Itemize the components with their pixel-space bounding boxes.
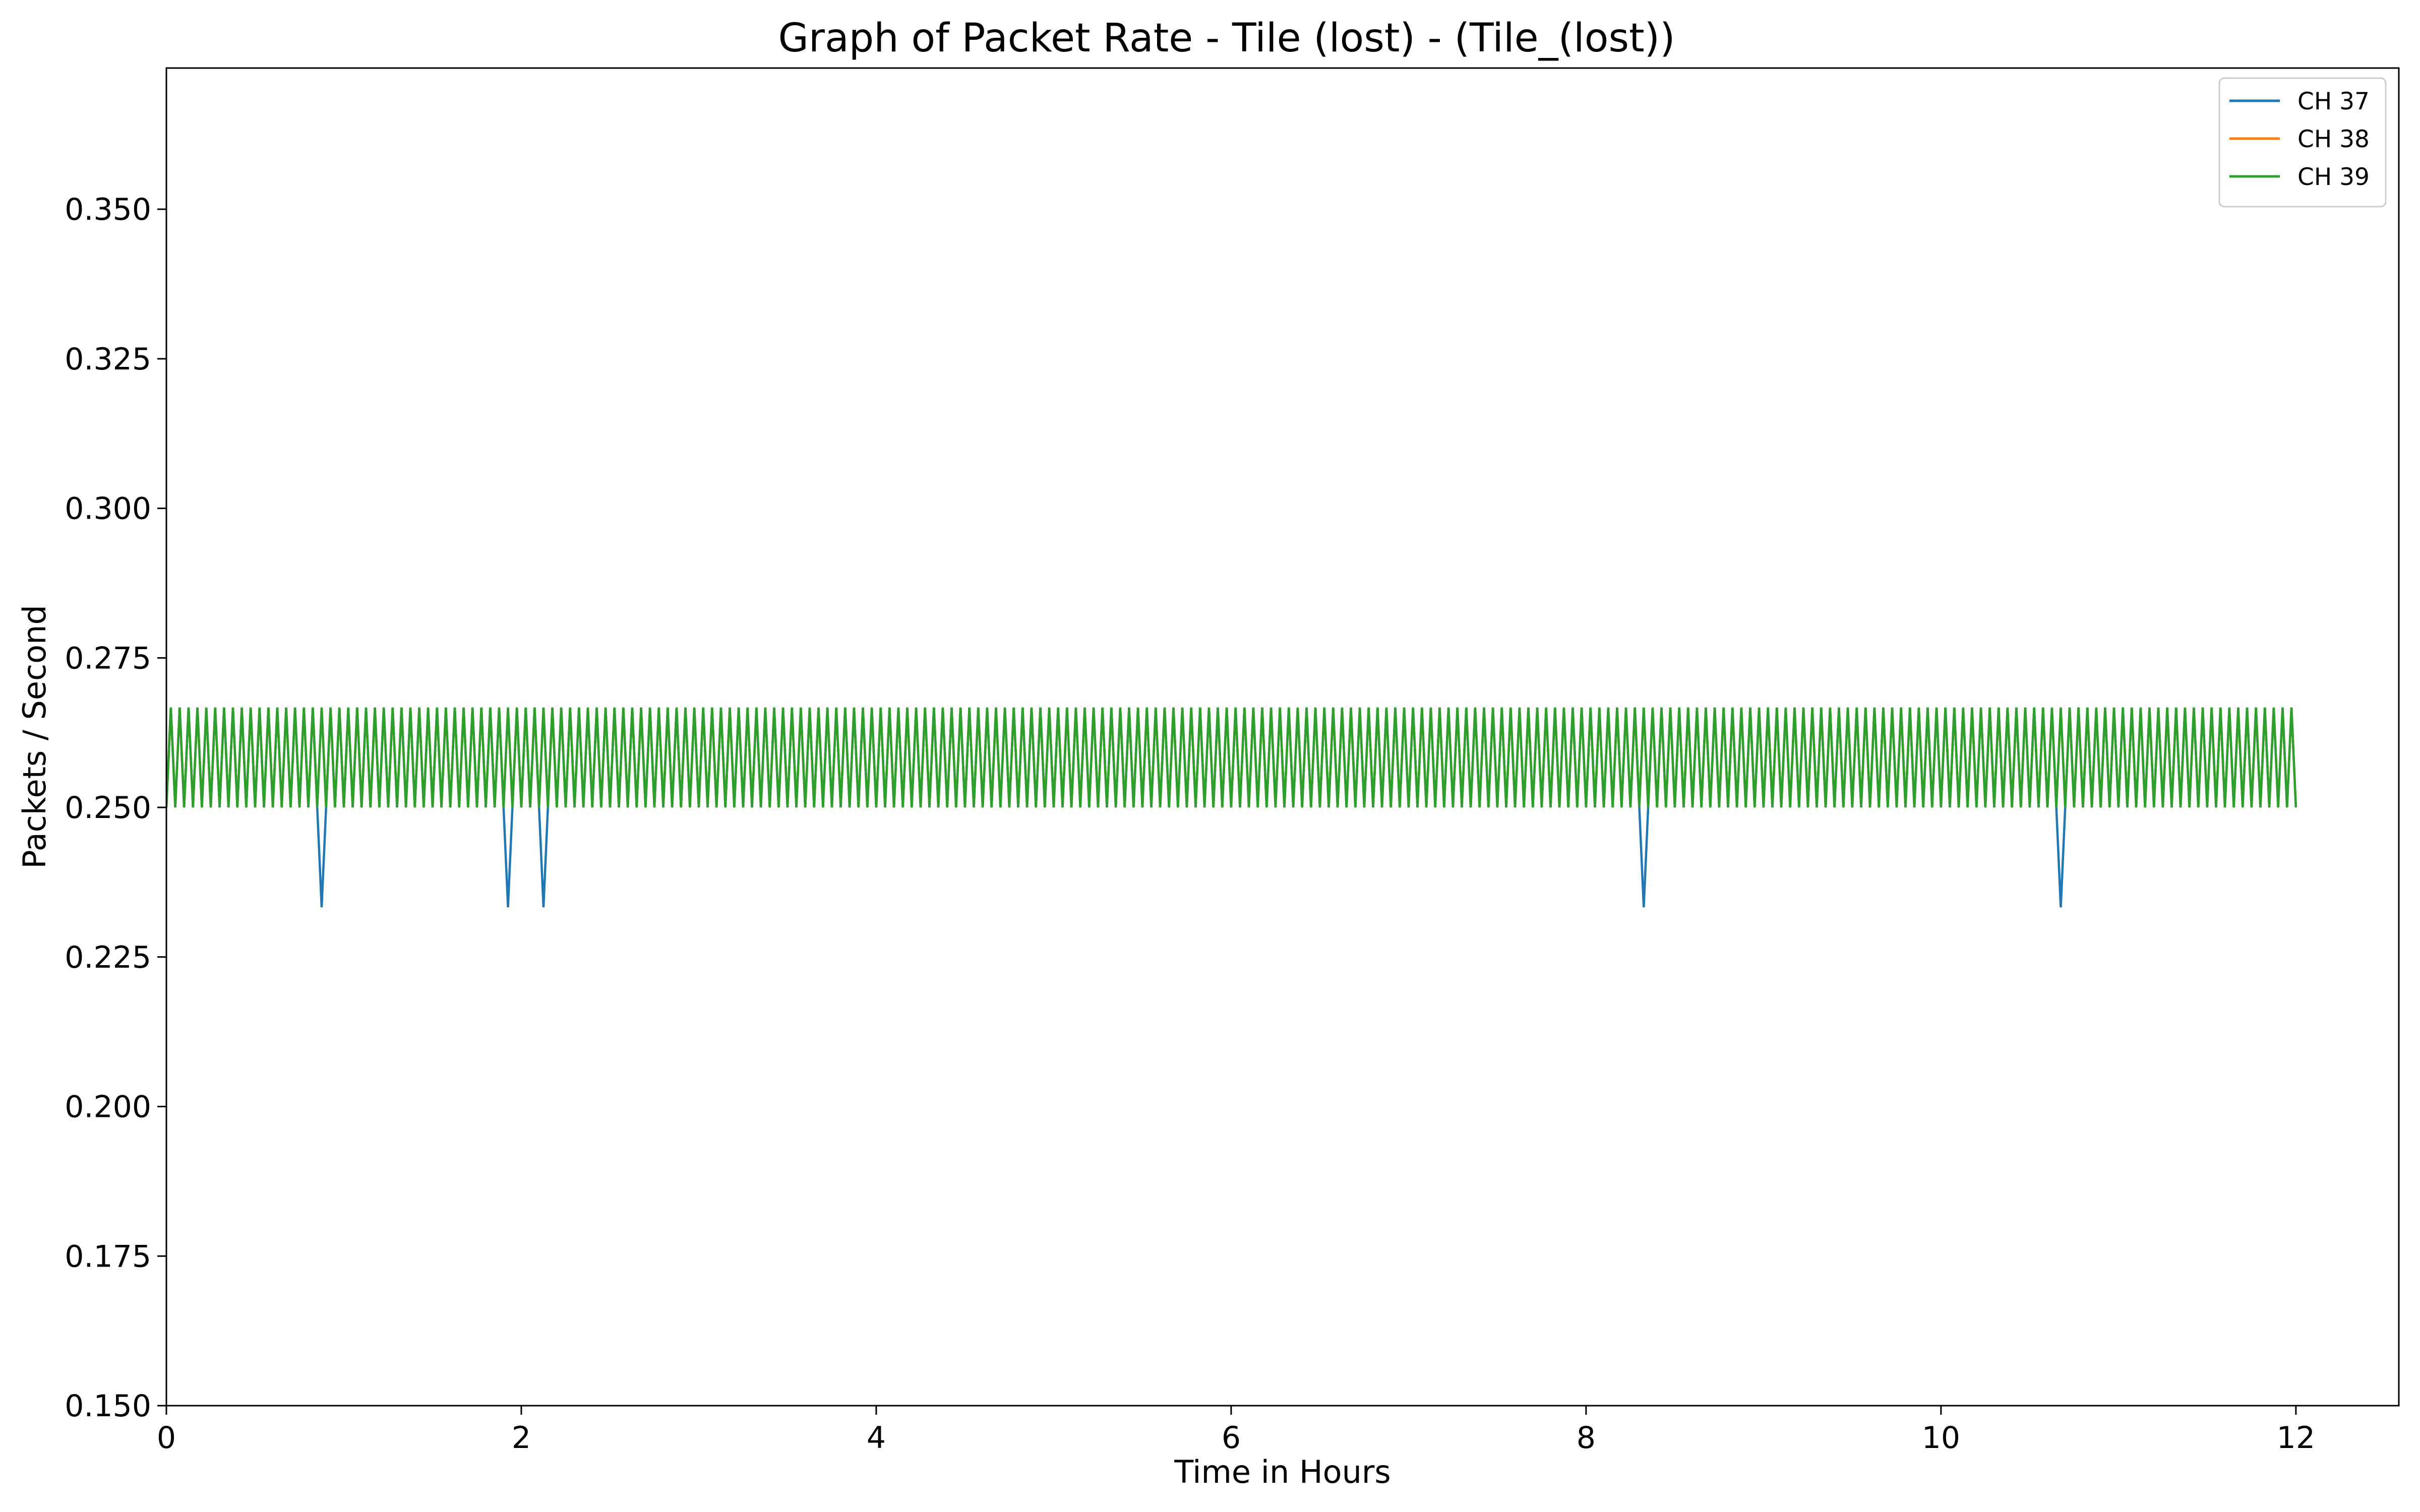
y-tick-label: 0.350 — [65, 192, 151, 227]
x-tick-label: 2 — [512, 1420, 531, 1456]
chart-title: Graph of Packet Rate - Tile (lost) - (Ti… — [778, 16, 1675, 61]
x-tick-label: 0 — [157, 1420, 176, 1456]
series-line-ch-39 — [166, 707, 2297, 808]
x-axis-label: Time in Hours — [1174, 1454, 1390, 1490]
legend-label: CH 39 — [2297, 163, 2370, 191]
x-tick-label: 8 — [1577, 1420, 1596, 1456]
y-tick-label: 0.250 — [65, 790, 151, 826]
y-tick-label: 0.200 — [65, 1090, 151, 1125]
y-tick-label: 0.150 — [65, 1389, 151, 1424]
x-tick-label: 10 — [1922, 1420, 1960, 1456]
x-tick-label: 6 — [1222, 1420, 1241, 1456]
plot-frame — [165, 67, 2400, 1407]
legend-label: CH 38 — [2297, 125, 2370, 153]
axis-ticks: 0 2 4 6 8 10 12 0.150 0.175 0.200 0.225 0.250 0.275 0… — [65, 192, 2315, 1456]
y-tick-label: 0.175 — [65, 1239, 151, 1274]
y-tick-label: 0.300 — [65, 491, 151, 527]
y-tick-label: 0.275 — [65, 641, 151, 676]
x-tick-label: 4 — [867, 1420, 886, 1456]
legend-label: CH 37 — [2297, 88, 2370, 115]
y-tick-label: 0.325 — [65, 342, 151, 377]
legend: CH 37 CH 38 CH 39 — [2218, 77, 2387, 208]
y-tick-label: 0.225 — [65, 940, 151, 975]
legend-box — [2218, 77, 2387, 208]
x-tick-label: 12 — [2277, 1420, 2315, 1456]
y-axis-label: Packets / Second — [16, 605, 53, 869]
